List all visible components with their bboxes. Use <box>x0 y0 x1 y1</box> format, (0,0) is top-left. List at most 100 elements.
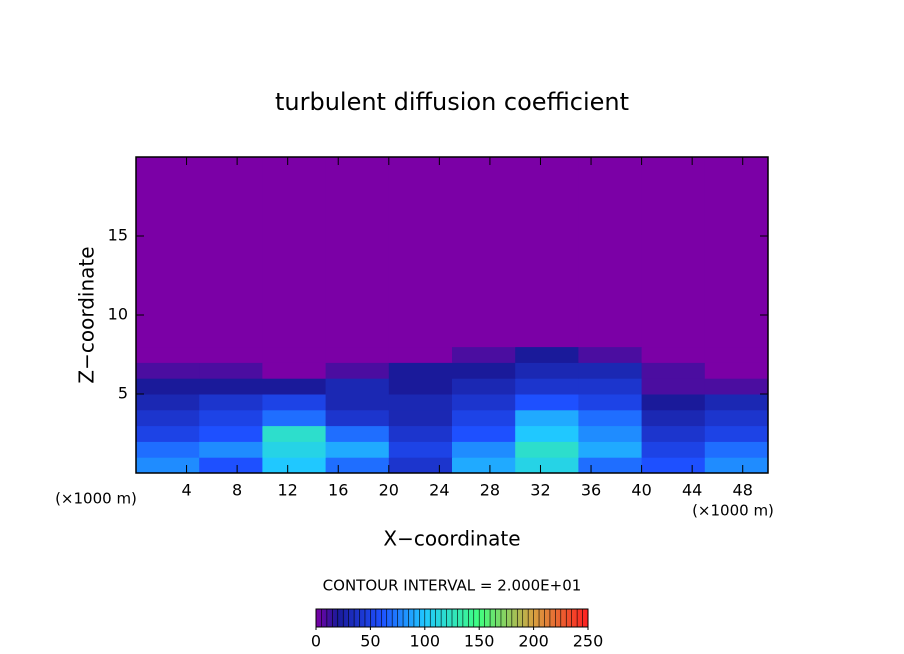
field-cell <box>641 441 706 458</box>
field-cell <box>262 394 327 411</box>
field-cell <box>388 157 453 348</box>
colorbar-tick-label: 150 <box>464 632 495 651</box>
field-cell <box>704 346 769 363</box>
colorbar-tick-label: 0 <box>311 632 321 651</box>
field-cell <box>578 394 643 411</box>
field-cell <box>704 457 769 474</box>
x-tick-label: 28 <box>480 481 500 500</box>
field-cell <box>325 346 390 363</box>
field-cell <box>704 425 769 442</box>
field-cell <box>199 409 263 427</box>
x-unit-label: (×1000 m) <box>55 490 137 508</box>
field-cell <box>262 346 327 363</box>
chart-title: turbulent diffusion coefficient <box>275 88 629 116</box>
field-cell <box>388 409 453 427</box>
field-cell <box>199 362 263 379</box>
field-cell <box>515 346 579 363</box>
field-cell <box>704 409 769 427</box>
field-cell <box>199 157 263 348</box>
field-cell <box>704 362 769 379</box>
field-cell <box>515 409 579 427</box>
field-cell <box>452 457 516 474</box>
field-cell <box>641 425 706 442</box>
field-cell <box>452 157 516 348</box>
field-cell <box>641 157 706 348</box>
field-cell <box>388 378 453 395</box>
x-tick-label: 4 <box>181 481 191 500</box>
field-cell <box>136 441 200 458</box>
field-cell <box>262 457 327 474</box>
field-cell <box>578 346 643 363</box>
field-cell <box>388 346 453 363</box>
field-cell <box>325 157 390 348</box>
field-cell <box>515 457 579 474</box>
field-cell <box>578 409 643 427</box>
field-cell <box>325 394 390 411</box>
field-cell <box>325 409 390 427</box>
y-tick-label: 15 <box>108 226 128 245</box>
field-cell <box>262 157 327 348</box>
field-cell <box>388 441 453 458</box>
field-cell <box>641 409 706 427</box>
field-cell <box>388 362 453 379</box>
field-cell <box>704 157 769 348</box>
field-cell <box>578 457 643 474</box>
field-cell <box>515 378 579 395</box>
x-unit-label: (×1000 m) <box>692 502 774 520</box>
field-cell <box>325 457 390 474</box>
field-cell <box>136 457 200 474</box>
field-cell <box>136 346 200 363</box>
field-cell <box>452 409 516 427</box>
field-cell <box>578 425 643 442</box>
colorbar-tick-label: 100 <box>410 632 441 651</box>
field-cell <box>262 425 327 442</box>
field-cell <box>452 346 516 363</box>
field-cell <box>641 346 706 363</box>
field-cell <box>578 441 643 458</box>
field-cell <box>136 394 200 411</box>
field-cell <box>136 425 200 442</box>
field-cell <box>578 362 643 379</box>
field-cell <box>578 378 643 395</box>
x-tick-label: 20 <box>379 481 399 500</box>
field-cell <box>704 378 769 395</box>
field-cell <box>136 409 200 427</box>
field-cell <box>515 362 579 379</box>
x-tick-label: 48 <box>733 481 753 500</box>
field-cell <box>388 394 453 411</box>
field-cell <box>199 425 263 442</box>
field-cell <box>325 425 390 442</box>
field-cell <box>704 394 769 411</box>
field-cell <box>262 378 327 395</box>
field-cell <box>515 394 579 411</box>
x-tick-label: 44 <box>682 481 702 500</box>
field-cell <box>199 346 263 363</box>
x-tick-label: 12 <box>278 481 298 500</box>
x-tick-label: 8 <box>232 481 242 500</box>
field-cell <box>199 441 263 458</box>
field-cell <box>641 457 706 474</box>
field-cell <box>515 157 579 348</box>
x-tick-label: 32 <box>530 481 550 500</box>
field-cell <box>641 362 706 379</box>
field-cell <box>136 378 200 395</box>
field-cell <box>641 394 706 411</box>
field-cell <box>262 409 327 427</box>
field-cell <box>388 457 453 474</box>
field-cell <box>641 378 706 395</box>
x-tick-label: 16 <box>328 481 348 500</box>
field-cell <box>452 394 516 411</box>
field-cell <box>136 157 200 348</box>
field-cell <box>199 457 263 474</box>
field-cell <box>325 362 390 379</box>
field-cell <box>325 378 390 395</box>
field-cell <box>199 394 263 411</box>
y-axis-label: Z−coordinate <box>75 246 99 383</box>
x-tick-label: 24 <box>429 481 449 500</box>
y-tick-label: 10 <box>108 305 128 324</box>
x-tick-label: 36 <box>581 481 601 500</box>
field-cell <box>452 362 516 379</box>
field-cell <box>325 441 390 458</box>
